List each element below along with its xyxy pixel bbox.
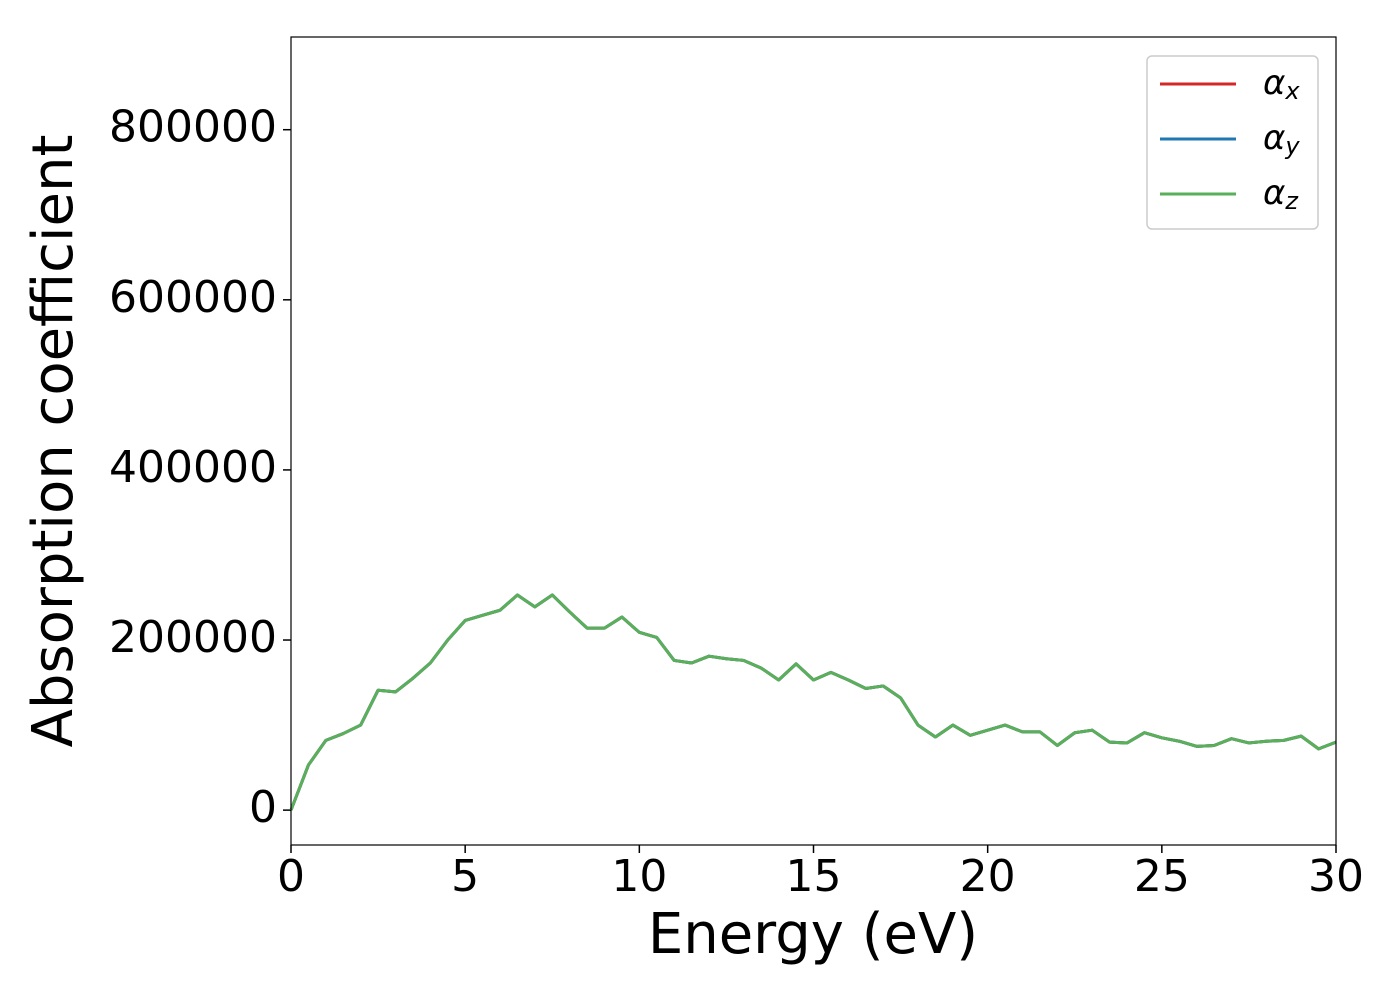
x-tick-label: 5 bbox=[451, 851, 479, 902]
legend-box bbox=[1146, 55, 1319, 230]
x-tick-label: 0 bbox=[277, 851, 305, 902]
y-tick-label: 800000 bbox=[109, 102, 277, 153]
x-tick-label: 20 bbox=[960, 851, 1016, 902]
y-tick-label: 200000 bbox=[109, 612, 277, 663]
y-tick-label: 400000 bbox=[109, 442, 277, 493]
x-tick-label: 30 bbox=[1308, 851, 1364, 902]
y-tick-label: 600000 bbox=[109, 272, 277, 323]
x-tick-label: 15 bbox=[786, 851, 842, 902]
legend-label: αy bbox=[1263, 118, 1300, 161]
y-tick-label: 0 bbox=[249, 782, 277, 833]
plot-frame bbox=[290, 36, 1337, 846]
x-tick-label: 25 bbox=[1134, 851, 1190, 902]
legend-label: αz bbox=[1263, 173, 1299, 216]
line bbox=[289, 593, 1337, 811]
x-axis-label: Energy (eV) bbox=[648, 902, 978, 967]
legend-label: αx bbox=[1263, 63, 1300, 106]
x-tick-label: 10 bbox=[611, 851, 667, 902]
y-axis-label: Absorption coefficient bbox=[21, 135, 86, 748]
